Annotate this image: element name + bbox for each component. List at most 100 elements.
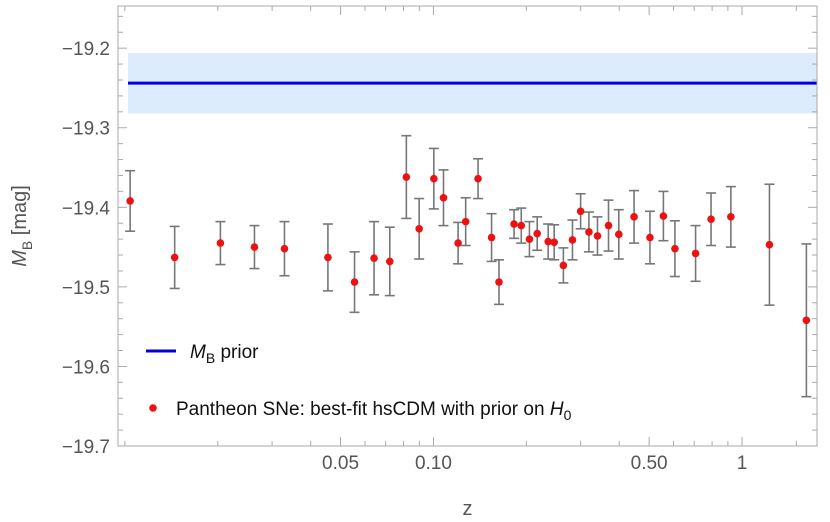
y-tick-label: −19.3 bbox=[62, 119, 110, 140]
data-point bbox=[126, 197, 134, 205]
legend-points-h-symbol: H bbox=[550, 399, 564, 420]
data-point-group bbox=[486, 212, 497, 263]
legend-points-text: Pantheon SNe: best-fit hsCDM with prior … bbox=[176, 399, 550, 420]
data-point-group bbox=[438, 169, 449, 227]
data-point-group bbox=[460, 196, 471, 247]
legend-points-label: Pantheon SNe: best-fit hsCDM with prior … bbox=[176, 399, 572, 423]
data-point-group bbox=[658, 190, 669, 242]
data-point-group bbox=[249, 224, 260, 270]
data-point bbox=[474, 174, 482, 183]
data-point bbox=[250, 243, 259, 251]
data-point-group bbox=[473, 157, 484, 200]
data-point bbox=[170, 253, 179, 262]
data-point bbox=[630, 213, 638, 221]
data-point-group bbox=[509, 208, 520, 240]
x-tick-label: 0.10 bbox=[415, 453, 452, 474]
data-point-group bbox=[764, 183, 775, 306]
y-tick-label: −19.4 bbox=[62, 198, 111, 219]
y-tick-label: −19.7 bbox=[62, 437, 110, 458]
prior-band-layer bbox=[128, 52, 817, 114]
x-tick-label: 1 bbox=[737, 453, 748, 474]
data-point-group bbox=[603, 199, 614, 252]
data-point bbox=[646, 233, 654, 242]
legend-prior-text: prior bbox=[215, 342, 259, 363]
data-point bbox=[350, 278, 359, 286]
data-point-group bbox=[532, 216, 543, 252]
data-point-group bbox=[558, 247, 569, 284]
data-point-group bbox=[493, 259, 504, 306]
data-point-group bbox=[125, 169, 136, 232]
data-point-group bbox=[549, 224, 560, 261]
y-axis-label-subscript: B bbox=[19, 241, 35, 250]
data-point-group bbox=[279, 220, 290, 277]
x-tick-label: 0.50 bbox=[631, 453, 668, 474]
data-point bbox=[430, 174, 438, 183]
data-point-group bbox=[629, 189, 640, 244]
data-point bbox=[707, 215, 715, 224]
data-point-group bbox=[583, 211, 594, 253]
y-axis-label: MB [mag] bbox=[9, 185, 35, 267]
legend-prior-symbol: M bbox=[190, 342, 206, 363]
plot-frame bbox=[117, 5, 818, 447]
data-point-group bbox=[349, 251, 360, 314]
x-tick-label: 0.05 bbox=[322, 453, 359, 474]
data-point bbox=[604, 221, 613, 230]
data-point-group bbox=[369, 220, 380, 296]
axes-layer: −19.2 −19.3 −19.4 −19.5 −19.6 −19.7 0.05 0.10 0.… bbox=[62, 5, 818, 474]
data-point bbox=[517, 221, 526, 230]
data-point-group bbox=[169, 225, 180, 290]
data-point bbox=[439, 193, 448, 202]
data-point bbox=[727, 213, 735, 221]
data-point bbox=[454, 239, 462, 247]
y-tick-label: −19.5 bbox=[62, 278, 110, 299]
data-point-group bbox=[613, 208, 624, 260]
data-point-group bbox=[644, 210, 655, 265]
data-point bbox=[385, 257, 394, 266]
data-layer bbox=[125, 134, 812, 398]
data-point bbox=[802, 316, 811, 325]
data-point-group bbox=[516, 207, 527, 244]
data-point-group bbox=[215, 220, 226, 266]
legend-points-swatch bbox=[149, 404, 157, 412]
data-point-group bbox=[575, 192, 586, 230]
data-point bbox=[593, 232, 602, 240]
legend-prior-label: MB prior bbox=[190, 342, 259, 366]
data-point bbox=[550, 238, 558, 247]
data-point-group bbox=[706, 192, 717, 247]
data-point bbox=[370, 254, 378, 263]
data-point bbox=[415, 224, 423, 233]
data-point-group bbox=[801, 243, 812, 398]
data-point-group bbox=[428, 147, 439, 210]
data-point bbox=[691, 249, 700, 258]
data-point-group bbox=[725, 185, 736, 248]
legend: MB prior Pantheon SNe: best-fit hsCDM wi… bbox=[146, 342, 572, 423]
data-point bbox=[324, 253, 332, 262]
data-point bbox=[765, 240, 774, 249]
data-point bbox=[280, 244, 289, 253]
data-point bbox=[533, 229, 541, 238]
data-point bbox=[525, 235, 534, 243]
data-point-group bbox=[567, 219, 578, 261]
data-point bbox=[495, 278, 503, 286]
data-point-group bbox=[524, 220, 535, 258]
data-point-group bbox=[453, 221, 464, 265]
data-point bbox=[568, 236, 577, 244]
data-point bbox=[671, 244, 679, 253]
data-point bbox=[510, 220, 518, 228]
data-point-group bbox=[414, 197, 425, 260]
data-point bbox=[487, 233, 496, 242]
y-tick-label: −19.2 bbox=[62, 39, 110, 60]
x-axis-label: z bbox=[463, 498, 473, 520]
y-tick-label: −19.6 bbox=[62, 357, 110, 378]
data-point bbox=[576, 207, 585, 216]
data-point bbox=[461, 217, 470, 226]
y-axis-label-symbol: M bbox=[9, 250, 31, 267]
legend-points-h-subscript: 0 bbox=[564, 407, 572, 423]
data-point-group bbox=[384, 226, 395, 297]
data-point bbox=[585, 228, 593, 236]
data-point-group bbox=[592, 216, 603, 256]
data-point bbox=[659, 212, 668, 220]
legend-prior-subscript: B bbox=[206, 350, 215, 366]
data-point bbox=[615, 230, 623, 239]
